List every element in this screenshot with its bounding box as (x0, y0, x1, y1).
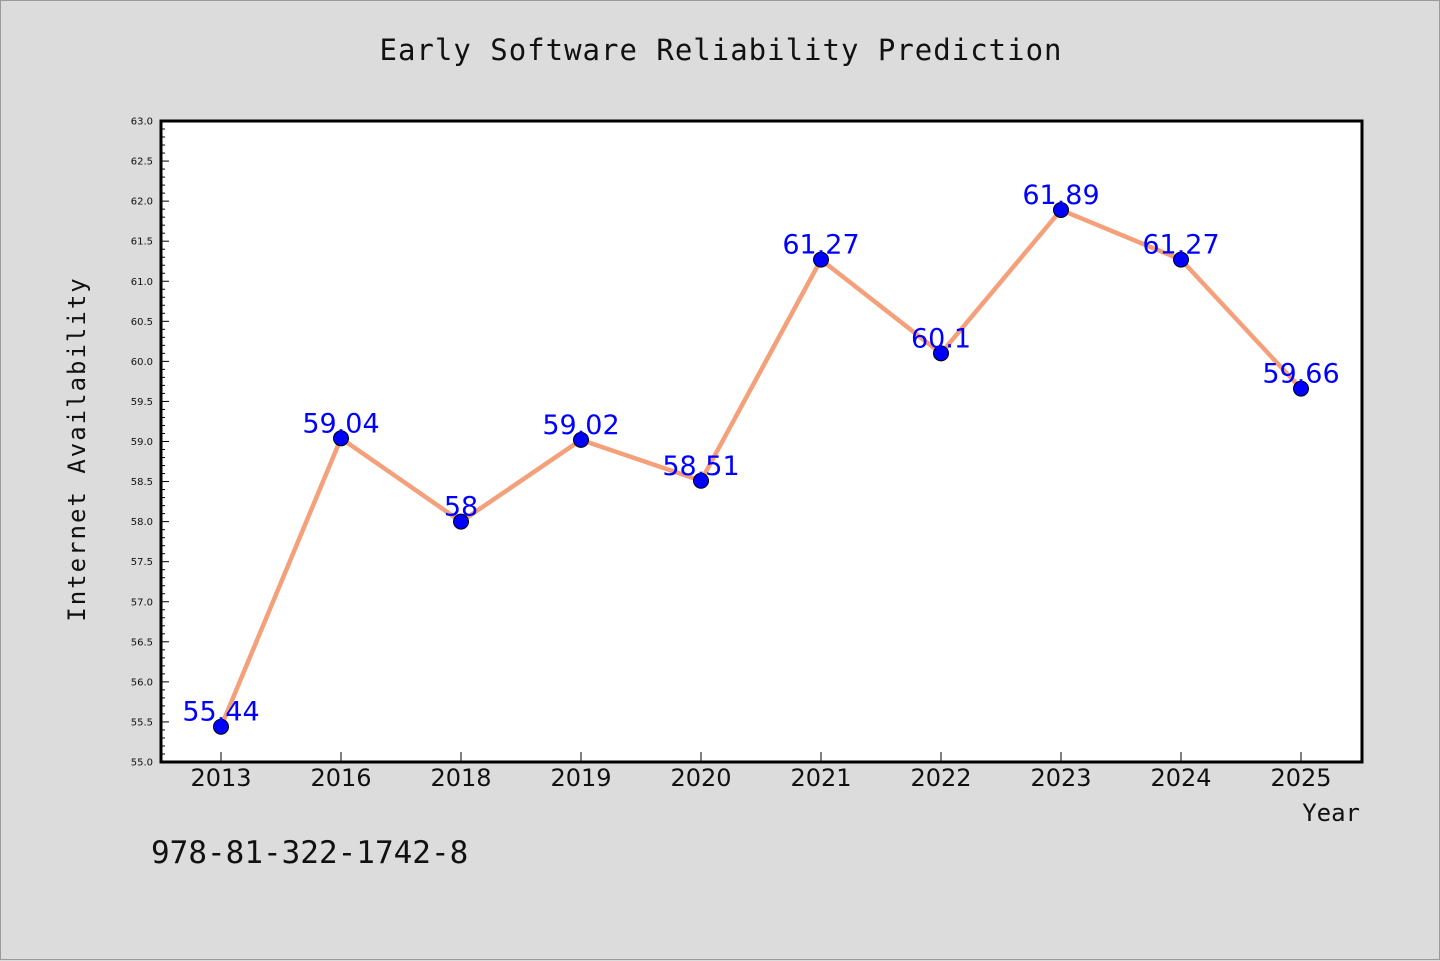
x-axis-label: Year (1302, 799, 1360, 827)
data-label: 58 (444, 492, 478, 523)
data-label: 59.66 (1262, 359, 1339, 390)
x-tick-label: 2024 (1150, 764, 1211, 792)
y-tick-label: 60.5 (131, 317, 153, 328)
y-tick-label: 61.5 (131, 237, 153, 248)
y-tick-label: 62.0 (131, 197, 153, 208)
data-label: 59.04 (302, 408, 379, 439)
data-point (213, 718, 229, 735)
data-point (1173, 251, 1189, 268)
y-tick-label: 55.5 (131, 717, 153, 728)
y-tick-label: 58.0 (131, 517, 153, 528)
data-point (693, 472, 709, 489)
data-labels: 55.44 59.04 58 59.02 58.51 61.27 60.1 61.89 61.2… (182, 180, 1339, 728)
data-point (1293, 380, 1309, 397)
y-tick-label: 57.0 (131, 597, 153, 608)
footer-isbn: 978-81-322-1742-8 (151, 835, 469, 871)
y-tick-label: 58.5 (131, 477, 153, 488)
data-point (933, 345, 949, 362)
x-tick-label: 2021 (790, 764, 851, 792)
y-tick-label: 56.0 (131, 677, 153, 688)
y-axis-label: Internet Availability (63, 276, 91, 621)
data-point (573, 431, 589, 448)
data-point (453, 513, 469, 530)
data-label: 61.27 (782, 230, 859, 261)
data-label: 59.02 (542, 410, 619, 441)
data-label: 58.51 (662, 451, 739, 482)
y-tick-label: 62.5 (131, 157, 153, 168)
x-tick-label: 2023 (1030, 764, 1091, 792)
x-tick-label: 2019 (550, 764, 611, 792)
plot-area (159, 119, 1364, 764)
chart-title: Early Software Reliability Prediction (379, 33, 1063, 67)
x-tick-label: 2020 (670, 764, 731, 792)
data-point (333, 430, 349, 447)
data-label: 61.27 (1142, 230, 1219, 261)
data-label: 55.44 (182, 697, 259, 728)
y-tick-label: 55.0 (131, 758, 153, 769)
y-tick-label: 60.0 (131, 357, 153, 368)
x-tick-label: 2013 (190, 764, 251, 792)
data-label: 60.1 (911, 323, 971, 354)
y-tick-label: 63.0 (131, 117, 153, 128)
y-tick-label: 59.5 (131, 397, 153, 408)
x-axis: 2013 2016 2018 2019 2020 2021 2022 2023 2024 2025 (190, 752, 1332, 792)
y-axis: 55.0 55.5 56.0 56.5 57.0 57.5 58.0 58.5 59.0 59.5… (131, 117, 169, 769)
y-tick-label: 59.0 (131, 437, 153, 448)
data-point (1053, 201, 1069, 218)
x-tick-label: 2016 (310, 764, 371, 792)
x-tick-label: 2018 (430, 764, 491, 792)
y-tick-label: 56.5 (131, 637, 153, 648)
series-polyline (218, 207, 1304, 729)
series-line (213, 201, 1309, 735)
x-tick-label: 2025 (1270, 764, 1331, 792)
y-tick-label: 61.0 (131, 277, 153, 288)
data-label: 61.89 (1022, 180, 1099, 211)
data-point (813, 251, 829, 268)
x-tick-label: 2022 (910, 764, 971, 792)
y-tick-label: 57.5 (131, 557, 153, 568)
